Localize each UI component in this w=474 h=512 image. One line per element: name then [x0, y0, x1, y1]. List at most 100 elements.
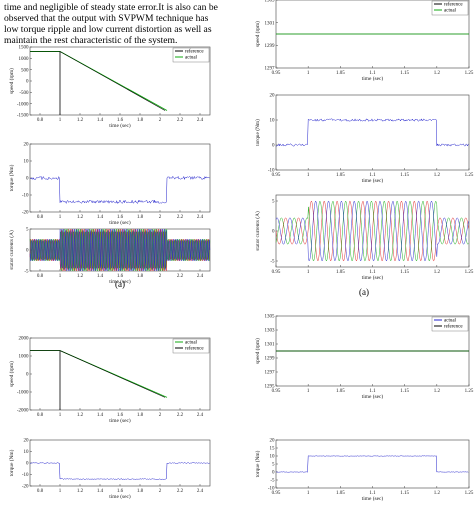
L1-xtick-label: 2.4: [197, 118, 204, 123]
L3-ytick-label: 0: [26, 249, 29, 254]
L4-xtick-label: 1.8: [137, 413, 144, 418]
R2-xlabel: time (sec): [362, 177, 384, 184]
R1-legend-label: reference: [444, 3, 463, 8]
L4-ytick-label: 0: [26, 373, 29, 378]
L2-xtick-label: 1.2: [77, 215, 84, 220]
L3-ytick-label: 5: [26, 228, 29, 233]
L3-xtick-label: 1: [59, 274, 62, 279]
L4-xlabel: time (sec): [109, 417, 131, 424]
L5-xtick-label: 1: [59, 489, 62, 494]
L2-xtick-label: 1.8: [137, 215, 144, 220]
L4-xtick-label: 2.4: [197, 413, 204, 418]
L5-ytick-label: 20: [24, 439, 30, 444]
R5-ytick-label: 20: [270, 439, 276, 444]
L4-ylabel: speed (rpm): [8, 361, 15, 387]
R2-ytick-label: 20: [270, 94, 276, 99]
L3-xtick-label: 1.8: [137, 274, 144, 279]
L1-ytick-label: 500: [21, 68, 29, 73]
L1-ytick-label: -500: [19, 91, 29, 96]
R5-ytick-label: 5: [272, 463, 275, 468]
L3-xtick-label: 0.8: [37, 274, 44, 279]
L1-ytick-label: 1000: [19, 57, 30, 62]
R4-xtick-label: 1.2: [434, 389, 441, 394]
R5-xtick-label: 1.25: [465, 491, 474, 496]
R3-ylabel: stator currents (A): [254, 211, 261, 251]
R2-xtick-label: 0.95: [272, 173, 281, 178]
L3-ylabel: stator currents (A): [8, 230, 15, 270]
L3-xlabel: time (sec): [109, 278, 131, 285]
L2-xtick-label: 2.2: [177, 215, 184, 220]
R5-xtick-label: 1.05: [336, 491, 345, 496]
L1-xtick-label: 1.8: [137, 118, 144, 123]
R1-xtick-label: 1.25: [465, 71, 474, 76]
L1-xtick-label: 2: [159, 118, 162, 123]
R3-ytick-label: 5: [272, 200, 275, 205]
R2-ylabel: torque (Nm): [254, 119, 261, 146]
R5-xtick-label: 1.2: [434, 491, 441, 496]
R1-xtick-label: 1.15: [400, 71, 409, 76]
R1-xlabel: time (sec): [362, 75, 384, 82]
L1-ytick-label: -1500: [17, 114, 29, 119]
L5-xtick-label: 1.2: [77, 489, 84, 494]
L5-ylabel: torque (Nm): [8, 449, 15, 476]
L1-ytick-label: 1500: [19, 46, 30, 51]
L1-xtick-label: 1: [59, 118, 62, 123]
R3-xtick-label: 1: [307, 270, 310, 275]
L5-xtick-label: 0.8: [37, 489, 44, 494]
R4-legend-label: actual: [444, 319, 457, 324]
R4-ytick-label: 1299: [265, 357, 276, 362]
R3-xtick-label: 1.2: [434, 270, 441, 275]
R2-xtick-label: 1.05: [336, 173, 345, 178]
R2-plot-area: [276, 95, 469, 170]
R4-ytick-label: 1295: [265, 385, 276, 390]
R5-ytick-label: -5: [270, 479, 275, 484]
L4-xtick-label: 2.2: [177, 413, 184, 418]
L5-xlabel: time (sec): [109, 493, 131, 500]
L2-ytick-label: -10: [22, 194, 29, 199]
R1-xtick-label: 1.2: [434, 71, 441, 76]
L4-legend-label: reference: [185, 347, 204, 352]
L5-xtick-label: 1.4: [97, 489, 104, 494]
L4-xtick-label: 2: [159, 413, 162, 418]
R1-ytick-label: 1303: [265, 0, 276, 4]
R4-xlabel: time (sec): [362, 393, 384, 400]
L4-xtick-label: 1: [59, 413, 62, 418]
R1-ytick-label: 1301: [265, 21, 276, 26]
L2-ytick-label: 20: [24, 143, 30, 148]
R2-xtick-label: 1: [307, 173, 310, 178]
R5-ylabel: torque (Nm): [254, 450, 261, 477]
L1-xtick-label: 0.8: [37, 118, 44, 123]
R5-ytick-label: 15: [270, 447, 276, 452]
L3-xtick-label: 1.2: [77, 274, 84, 279]
L2-xlabel: time (sec): [109, 219, 131, 226]
L4-xtick-label: 0.8: [37, 413, 44, 418]
R5-xlabel: time (sec): [362, 495, 384, 502]
R5-ytick-label: 0: [272, 471, 275, 476]
L1-xtick-label: 1.4: [97, 118, 104, 123]
R1-xtick-label: 0.95: [272, 71, 281, 76]
L2-ylabel: torque (Nm): [8, 164, 15, 191]
R4-xtick-label: 1: [307, 389, 310, 394]
R3-xtick-label: 1.05: [336, 270, 345, 275]
R5-xtick-label: 0.95: [272, 491, 281, 496]
R3-xtick-label: 1.25: [465, 270, 474, 275]
L5-xtick-label: 2: [159, 489, 162, 494]
L4-legend-label: actual: [185, 341, 198, 346]
L4-xtick-label: 1.4: [97, 413, 104, 418]
L1-ylabel: speed (rpm): [8, 68, 15, 94]
L2-ytick-label: 0: [26, 177, 29, 182]
L4-xtick-label: 1.2: [77, 413, 84, 418]
R4-xtick-label: 1.25: [465, 389, 474, 394]
R5-plot-area: [276, 440, 469, 488]
L5-ytick-label: -10: [22, 473, 29, 478]
L1-legend-label: actual: [185, 56, 198, 61]
L3-xtick-label: 2: [159, 274, 162, 279]
R4-ytick-label: 1297: [265, 371, 276, 376]
L2-ytick-label: 10: [24, 160, 30, 165]
L2-xtick-label: 0.8: [37, 215, 44, 220]
L5-xtick-label: 2.2: [177, 489, 184, 494]
L5-ytick-label: -20: [22, 485, 29, 490]
R4-xtick-label: 1.05: [336, 389, 345, 394]
L1-xtick-label: 1.2: [77, 118, 84, 123]
L5-ytick-label: 10: [24, 450, 30, 455]
